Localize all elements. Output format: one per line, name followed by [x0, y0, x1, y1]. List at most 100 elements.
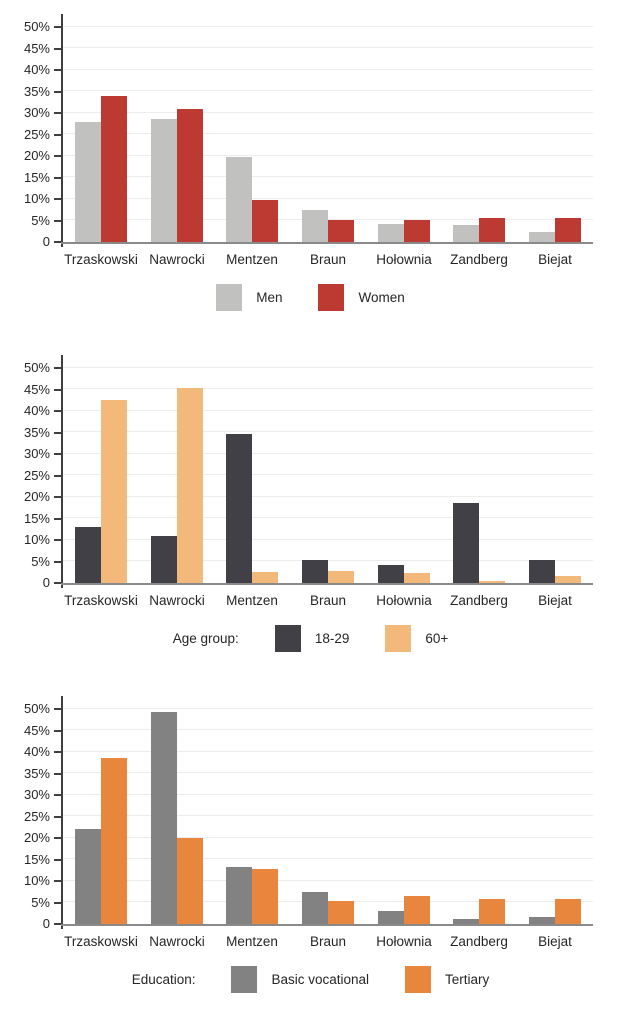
legend-swatch-basic-vocational [231, 965, 258, 993]
y-tick-label: 0 [42, 916, 50, 931]
bar-60-ho-ownia [404, 573, 430, 583]
bar-18-29-ho-ownia [378, 565, 404, 583]
y-tick-label: 40% [23, 403, 50, 418]
gridline-30pct [63, 794, 593, 795]
y-tick-mark [54, 729, 61, 732]
y-tick-label: 25% [23, 126, 50, 142]
y-tick-mark [54, 858, 61, 861]
bar-18-29-biejat [529, 560, 555, 583]
legend-item-60: 60+ [385, 624, 448, 652]
y-tick-mark [54, 474, 61, 477]
gridline-5pct [63, 560, 593, 561]
bar-women-biejat [555, 218, 581, 242]
bar-60-nawrocki [177, 388, 203, 583]
gridline-45pct [63, 388, 593, 389]
bar-tertiary-biejat [555, 899, 581, 924]
gender-support-bar-chart: 50% 45% 40% 35% 30% 25% 20% 15% 10% 5% 0 Trzaskowsk… [0, 0, 621, 341]
legend: Education: Basic vocational Tertiary [0, 964, 621, 994]
legend-swatch-tertiary [405, 965, 432, 993]
x-category-label-biejat: Biejat [538, 934, 572, 949]
y-tick-mark [54, 69, 61, 71]
y-tick-label: 50% [23, 360, 50, 375]
x-axis-baseline [61, 583, 593, 585]
y-tick-label: 30% [23, 446, 50, 461]
legend-prefix-label: Education: [131, 971, 196, 987]
y-tick-mark [54, 410, 61, 412]
y-tick-label: 40% [23, 744, 50, 759]
bar-men-zandberg [453, 225, 479, 242]
bar-tertiary-braun [328, 901, 354, 924]
x-category-label-nawrocki: Nawrocki [149, 934, 205, 949]
y-tick-label: 15% [23, 169, 50, 185]
bar-women-zandberg [479, 218, 505, 242]
legend: Men Women [0, 282, 621, 312]
y-tick-label: 5% [31, 553, 50, 569]
legend: Age group: 18-29 60+ [0, 623, 621, 653]
y-tick-label: 45% [23, 722, 50, 738]
x-category-label-mentzen: Mentzen [226, 593, 278, 608]
y-tick-label: 20% [23, 148, 50, 163]
y-tick-mark [54, 794, 61, 796]
gridline-40pct [63, 69, 593, 70]
y-tick-mark [54, 517, 61, 520]
y-tick-mark [54, 880, 61, 882]
y-tick-mark [54, 367, 61, 369]
legend-swatch-18-29 [274, 624, 301, 652]
gridline-10pct [63, 539, 593, 540]
gridline-50pct [63, 26, 593, 27]
y-tick-mark [54, 155, 61, 157]
gridline-45pct [63, 47, 593, 48]
x-category-label-braun: Braun [309, 593, 347, 608]
y-tick-mark [54, 901, 61, 904]
bar-tertiary-nawrocki [177, 838, 203, 924]
x-category-label-biejat: Biejat [538, 252, 572, 267]
bar-60-mentzen [252, 572, 278, 583]
y-tick-label: 50% [23, 701, 50, 716]
y-tick-mark [54, 26, 61, 28]
legend-prefix-label: Age group: [172, 630, 239, 646]
x-category-label-trzaskowski: Trzaskowski [64, 593, 138, 608]
y-tick-label: 0 [42, 234, 50, 249]
gridline-40pct [63, 751, 593, 752]
bar-18-29-nawrocki [151, 536, 177, 583]
gridline-30pct [63, 112, 593, 113]
y-tick-mark [54, 496, 61, 498]
y-tick-label: 35% [23, 424, 50, 440]
bar-60-zandberg [479, 581, 505, 583]
x-category-label-zandberg: Zandberg [450, 934, 508, 949]
y-tick-label: 35% [23, 83, 50, 99]
legend-label-basic-vocational: Basic vocational [271, 971, 370, 987]
bar-basic-vocational-ho-ownia [378, 911, 404, 924]
y-tick-mark [54, 772, 61, 775]
gridline-35pct [63, 772, 593, 773]
y-tick-label: 40% [23, 62, 50, 77]
bar-basic-vocational-braun [302, 892, 328, 924]
gridline-35pct [63, 90, 593, 91]
legend-item-basic-vocational: Basic vocational [231, 965, 370, 993]
y-tick-label: 45% [23, 40, 50, 56]
bar-basic-vocational-mentzen [226, 867, 252, 924]
gridline-50pct [63, 367, 593, 368]
bar-60-trzaskowski [101, 400, 127, 583]
y-tick-mark [54, 923, 61, 925]
y-tick-label: 10% [23, 873, 50, 888]
y-tick-mark [54, 47, 61, 50]
y-tick-mark [54, 241, 61, 243]
bar-men-mentzen [226, 157, 252, 242]
bar-basic-vocational-zandberg [453, 919, 479, 924]
y-tick-mark [54, 582, 61, 584]
plot-area: 50% 45% 40% 35% 30% 25% 20% 15% 10% 5% 0 [24, 696, 593, 931]
y-tick-mark [54, 133, 61, 136]
legend-item-men: Men [216, 283, 282, 311]
y-tick-mark [54, 453, 61, 455]
gridline-50pct [63, 708, 593, 709]
x-category-label-trzaskowski: Trzaskowski [64, 252, 138, 267]
x-category-label-ho-ownia: Hołownia [376, 593, 432, 608]
x-category-label-nawrocki: Nawrocki [149, 252, 205, 267]
bar-basic-vocational-biejat [529, 917, 555, 924]
bar-18-29-zandberg [453, 503, 479, 583]
gridline-15pct [63, 517, 593, 518]
x-category-label-braun: Braun [309, 934, 347, 949]
y-tick-label: 30% [23, 105, 50, 120]
